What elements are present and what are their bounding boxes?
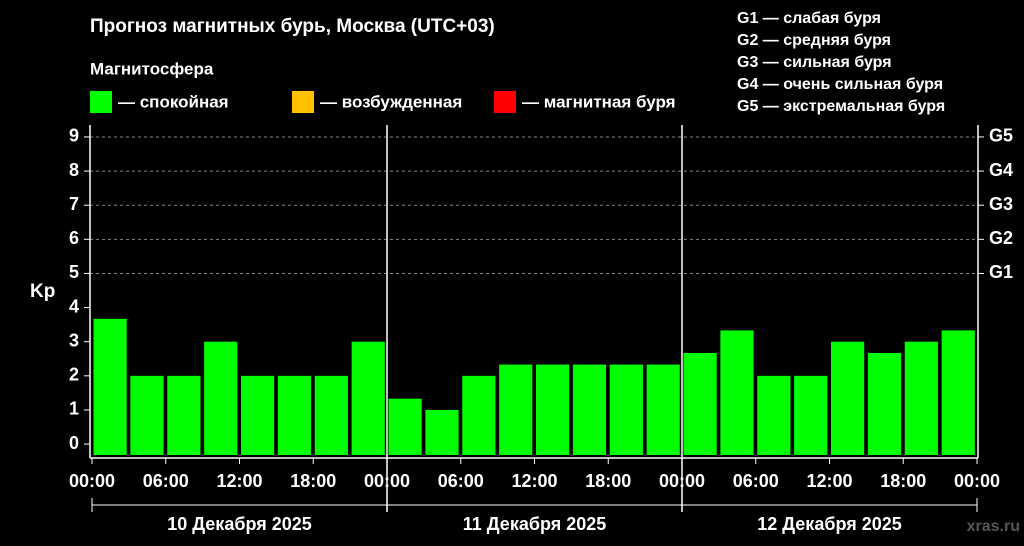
bar — [609, 364, 643, 455]
y-axis-label: Kp — [30, 281, 55, 302]
x-tick-label: 00:00 — [954, 471, 1000, 491]
y-tick-label: 3 — [69, 330, 79, 350]
day-label: 12 Декабря 2025 — [757, 514, 902, 534]
bar — [388, 398, 422, 455]
legend-label: — магнитная буря — [522, 92, 676, 111]
x-tick-label: 00:00 — [69, 471, 115, 491]
y-tick-label: 0 — [69, 433, 79, 453]
bar — [351, 341, 385, 455]
legend-title: Магнитосфера — [90, 59, 214, 78]
legend-label: — спокойная — [118, 92, 229, 111]
bar — [93, 318, 127, 455]
bar — [204, 341, 238, 455]
g-legend-item: G2 — средняя буря — [737, 32, 891, 49]
legend-label: — возбужденная — [320, 92, 462, 111]
y2-tick-label: G1 — [989, 262, 1013, 282]
bar — [683, 352, 717, 455]
bar — [425, 409, 459, 455]
x-tick-label: 12:00 — [511, 471, 557, 491]
legend-swatch — [90, 91, 112, 113]
day-label: 11 Декабря 2025 — [463, 514, 607, 534]
bar — [867, 352, 902, 455]
y-tick-label: 2 — [69, 365, 79, 385]
x-tick-label: 18:00 — [880, 471, 926, 491]
y2-tick-label: G4 — [989, 160, 1013, 180]
x-tick-label: 06:00 — [733, 471, 779, 491]
bar — [536, 364, 570, 455]
bar — [757, 375, 791, 455]
bar — [941, 330, 975, 455]
y2-tick-label: G5 — [989, 126, 1013, 146]
watermark: xras.ru — [967, 518, 1020, 535]
g-legend-item: G4 — очень сильная буря — [737, 76, 943, 93]
g-legend-item: G3 — сильная буря — [737, 54, 892, 71]
legend-swatch — [292, 91, 314, 113]
chart-title: Прогноз магнитных бурь, Москва (UTC+03) — [90, 16, 495, 37]
bar — [499, 364, 533, 455]
bar — [462, 375, 496, 455]
bar — [314, 375, 348, 455]
g-legend-item: G5 — экстремальная буря — [737, 98, 945, 115]
x-tick-label: 18:00 — [290, 471, 336, 491]
y-tick-label: 8 — [69, 160, 79, 180]
bar — [794, 375, 828, 455]
bar — [831, 341, 865, 455]
x-tick-label: 12:00 — [216, 471, 262, 491]
y-tick-label: 1 — [69, 399, 79, 419]
x-tick-label: 12:00 — [806, 471, 852, 491]
bar — [904, 341, 938, 455]
y-tick-label: 5 — [69, 262, 79, 282]
g-legend-item: G1 — слабая буря — [737, 10, 881, 27]
bar — [720, 330, 754, 455]
bar — [572, 364, 607, 455]
y2-tick-label: G2 — [989, 228, 1013, 248]
y-tick-label: 4 — [69, 296, 79, 316]
y-tick-label: 7 — [69, 194, 79, 214]
bar — [277, 375, 312, 455]
bar — [167, 375, 201, 455]
y-tick-label: 9 — [69, 126, 79, 146]
bar — [130, 375, 164, 455]
x-tick-label: 06:00 — [143, 471, 189, 491]
day-label: 10 Декабря 2025 — [167, 514, 312, 534]
y-tick-label: 6 — [69, 228, 79, 248]
bar — [646, 364, 680, 455]
bar — [241, 375, 275, 455]
x-tick-label: 18:00 — [585, 471, 631, 491]
x-tick-label: 06:00 — [438, 471, 484, 491]
y2-tick-label: G3 — [989, 194, 1013, 214]
legend-swatch — [494, 91, 516, 113]
